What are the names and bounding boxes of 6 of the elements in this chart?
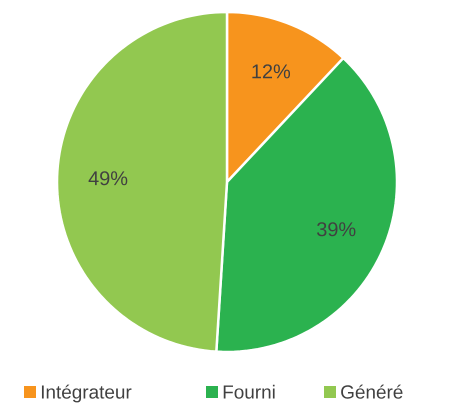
data-label: 12%: [252, 64, 290, 78]
legend-label: Généré: [341, 384, 402, 399]
data-label: 39%: [317, 222, 356, 236]
legend-label: Fourni: [224, 384, 275, 399]
data-label: 49%: [88, 171, 128, 186]
legend-label: Intégrateur: [42, 384, 132, 402]
